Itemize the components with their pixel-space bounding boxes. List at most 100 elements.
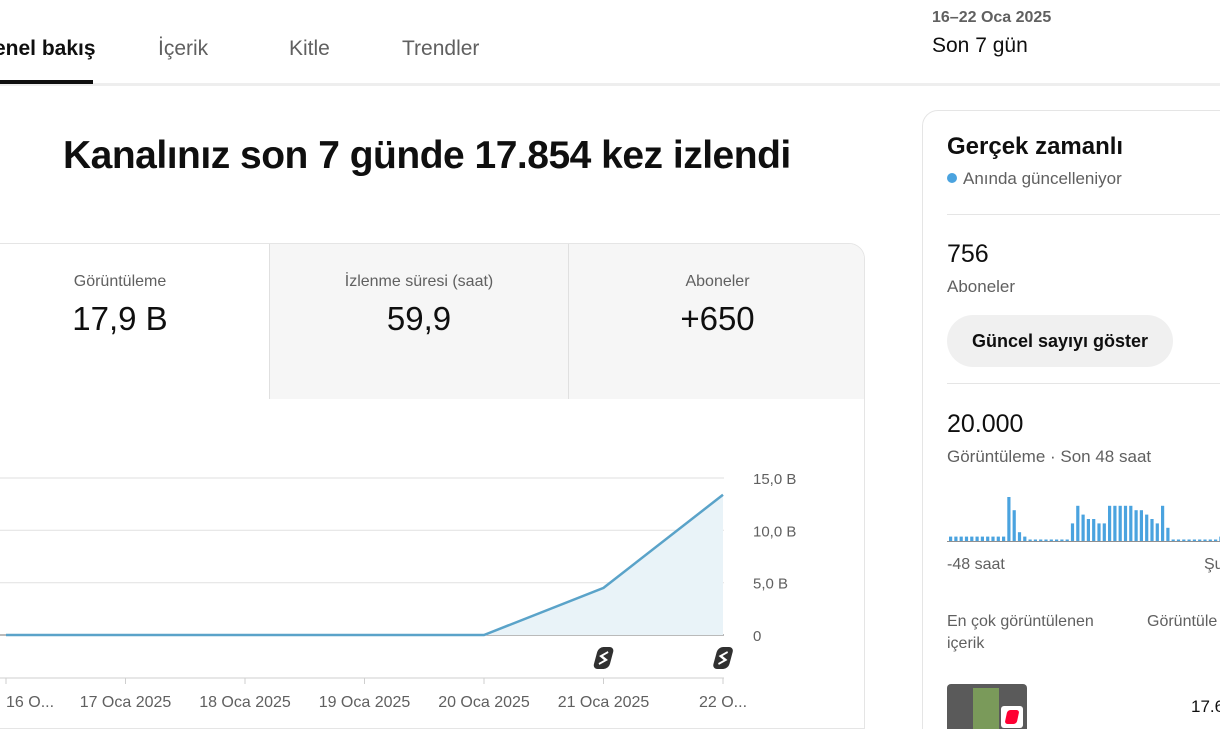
metric-tab-subscribers[interactable]: Aboneler +650 [568,244,864,399]
sparkline-bar [1028,539,1032,541]
sparkline-bar [1097,523,1101,541]
divider [947,383,1220,384]
x-tick-label: 18 Oca 2025 [199,694,291,711]
content-views-value: 17.6 [1191,697,1220,716]
sparkline-bar [1044,539,1048,541]
sparkline-bar [1187,539,1191,541]
metric-label: İzlenme süresi (saat) [344,273,494,290]
sparkline-bar [1086,519,1090,541]
realtime-subscribers-label: Aboneler [947,277,1016,296]
x-tick-label: 17 Oca 2025 [80,694,172,711]
x-tick-label: 20 Oca 2025 [438,694,530,711]
sparkline-bar [1070,523,1075,541]
sparkline-bar [1171,539,1175,541]
sparkline-bar [970,536,974,541]
metric-value: 59,9 [386,300,452,337]
realtime-panel: Gerçek zamanlı Anında güncelleniyor 756 … [922,110,1220,729]
sparkline-bar [964,536,969,541]
sparkline-bar [1161,505,1165,541]
metric-label: Görüntüleme [73,273,167,290]
sparkline-axis-end: Şu [1204,556,1220,573]
x-tick-label: 21 Oca 2025 [558,694,650,711]
sparkline-bar [1017,532,1022,541]
series-line [6,493,724,637]
sparkline-bar [1023,536,1027,541]
series-area [6,494,723,635]
sparkline-bar [1049,539,1053,541]
divider [947,214,1220,215]
sparkline-bar [975,536,979,541]
content-thumbnail[interactable] [947,684,1027,729]
realtime-status-text: Anında güncelleniyor [963,169,1122,188]
sparkline-bar [1198,539,1202,541]
sparkline-bar [1150,519,1154,541]
metric-tab-views[interactable]: Görüntüleme 17,9 B [0,244,269,399]
live-dot-icon [947,173,957,183]
metric-value: +650 [680,300,755,337]
sparkline-bar [1060,539,1064,541]
sparkline-bar [1007,497,1011,541]
sparkline-bar [1208,539,1212,541]
realtime-views-label: Görüntüleme · Son 48 saat [947,447,1152,466]
sparkline-bar [1192,539,1196,541]
show-current-count-button[interactable]: Güncel sayıyı göster [947,315,1173,367]
x-tick-label: 22 O... [699,694,747,711]
y-tick-label: 0 [753,628,761,645]
y-tick-label: 10,0 B [753,523,796,540]
sparkline-bar [1182,539,1186,541]
date-range-label[interactable]: Son 7 gün [932,34,1028,57]
realtime-sparkline [947,497,1220,542]
realtime-views-value: 20.000 [947,410,1024,438]
sparkline-bar [1092,519,1096,541]
sparkline-bar [1166,527,1170,541]
sparkline-bar [1176,539,1181,541]
sparkline-bar [980,536,984,541]
sparkline-bar [959,536,963,541]
metrics-card: Görüntüleme 17,9 B İzlenme süresi (saat)… [0,243,865,729]
sparkline-bar [1102,523,1106,541]
metric-label: Aboneler [685,273,750,290]
sparkline-bar [991,536,995,541]
sparkline-bar [1065,539,1069,541]
views-column-header: Görüntüle [1147,613,1218,630]
metric-tab-watch-time[interactable]: İzlenme süresi (saat) 59,9 [269,244,568,399]
sparkline-bar [1108,505,1112,541]
sparkline-bar [954,536,958,541]
sparkline-bar [1033,539,1037,541]
sparkline-bar [1055,539,1059,541]
shorts-icon [593,647,614,669]
shorts-icon [1001,706,1023,728]
sparkline-bar [986,536,990,541]
realtime-subscribers-value: 756 [947,240,989,268]
date-range-dates[interactable]: 16–22 Oca 2025 [932,9,1052,26]
x-tick-label: 16 O... [6,694,54,711]
realtime-title: Gerçek zamanlı [947,133,1124,160]
metric-value: 17,9 B [72,300,168,337]
active-tab-indicator [0,80,93,84]
tab-overview[interactable]: enel bakış [0,37,96,60]
x-tick-label: 19 Oca 2025 [319,694,411,711]
sparkline-bar [1203,539,1207,541]
sparkline-bar [1081,514,1085,541]
sparkline-bar [1145,514,1149,541]
sparkline-bar [1139,510,1143,541]
views-chart: 15,0 B 10,0 B 5,0 B 0 16 O... 17 Oca 2025 18 O… [0,471,796,711]
page-headline: Kanalınız son 7 günde 17.854 kez izlendi [63,134,791,177]
tab-trends[interactable]: Trendler [402,37,480,60]
sparkline-bar [1118,505,1122,541]
shorts-icon [713,647,733,669]
sparkline-bar [1076,505,1080,541]
thumbnail-image [973,688,999,729]
sparkline-bar [996,536,1000,541]
y-tick-label: 15,0 B [753,471,796,488]
tab-content[interactable]: İçerik [158,37,209,60]
realtime-status: Anında güncelleniyor [947,169,1122,189]
sparkline-axis-start: -48 saat [947,556,1005,573]
sparkline-bar [1155,523,1159,541]
sparkline-bar [1129,505,1133,541]
tab-audience[interactable]: Kitle [289,37,330,60]
sparkline-bar [1134,510,1138,541]
sparkline-bar [1123,505,1128,541]
top-content-column-header: En çok görüntülenen içerik [947,613,1094,652]
sparkline-bar [1012,510,1016,541]
